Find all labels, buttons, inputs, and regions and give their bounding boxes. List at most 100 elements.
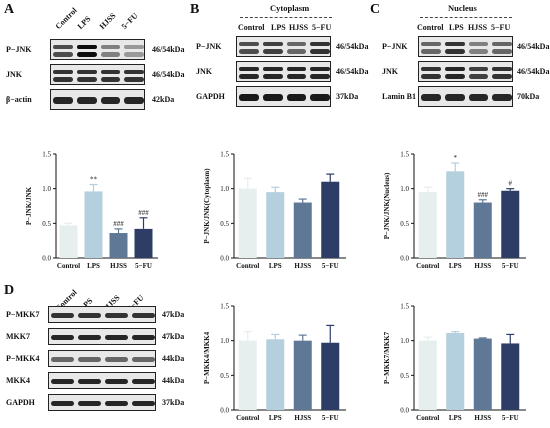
blot-band (262, 74, 283, 79)
blot-band (421, 66, 441, 72)
lane-label-lps-c: LPS (449, 23, 464, 32)
lane-label-control-c: Control (417, 23, 444, 32)
x-tick-label: 5−FU (322, 262, 339, 270)
blot-band (468, 49, 489, 54)
blot-strip (50, 64, 145, 85)
y-tick-label: 1.0 (220, 337, 229, 345)
panel-letter-d: D (4, 283, 15, 298)
blot-band (492, 74, 512, 79)
blot-band (53, 44, 73, 50)
bar-hjss (293, 340, 312, 410)
blot-protein-label: JNK (6, 69, 22, 79)
blot-strip (50, 39, 145, 60)
blot-band (132, 334, 155, 341)
y-tick-label: 0.5 (220, 220, 229, 228)
blot-band (492, 49, 512, 54)
lane-label-control-a: Control (53, 5, 79, 31)
blot-band (105, 312, 128, 319)
blot-strip (48, 394, 156, 411)
blot-band (492, 66, 512, 72)
y-tick-label: 1.0 (42, 185, 51, 193)
blot-band (124, 44, 144, 50)
bar-fu (501, 190, 520, 258)
x-tick-label: Control (416, 262, 439, 270)
blot-kda-label: 44kDa (162, 353, 185, 363)
y-tick-label: 0.5 (400, 220, 409, 228)
x-tick-label: HJSS (110, 262, 127, 270)
blot-band (310, 74, 330, 79)
blot-band (132, 312, 155, 319)
blot-protein-label: P−JNK (6, 44, 32, 54)
blot-band (100, 52, 121, 57)
blot-band (53, 97, 73, 105)
bar-lps (266, 192, 285, 258)
blot-strip (418, 86, 513, 107)
blot-band (310, 66, 330, 72)
bar-lps (84, 191, 103, 258)
bar-hjss (473, 202, 492, 258)
blot-kda-label: 46/54kDa (336, 66, 369, 76)
blot-band (76, 44, 97, 50)
blot-band (100, 69, 121, 75)
bar-lps (446, 171, 465, 258)
blot-band (124, 69, 144, 75)
blot-band (124, 77, 144, 82)
blot-band (76, 77, 97, 82)
blot-band (132, 356, 155, 363)
blot-band (105, 400, 128, 407)
blot-strip (48, 350, 156, 367)
blot-band (132, 400, 155, 407)
bar-lps (446, 333, 465, 410)
bar-control (59, 225, 78, 258)
blot-band (132, 378, 155, 385)
blot-band (492, 94, 512, 102)
blot-strip (418, 61, 513, 82)
blot-band (421, 94, 441, 102)
blot-band (105, 334, 128, 341)
panel-letter-c: C (370, 2, 381, 17)
x-tick-label: 5−FU (502, 262, 519, 270)
x-tick-label: LPS (269, 414, 282, 422)
nucleus-divider (420, 17, 512, 18)
y-tick-label: 0.0 (42, 255, 51, 263)
blot-kda-label: 46/54kDa (517, 66, 550, 76)
y-tick-label: 0.0 (220, 255, 229, 263)
blot-kda-label: 42kDa (152, 94, 175, 104)
blot-band (262, 66, 283, 72)
blot-protein-label: Lamin B1 (382, 91, 417, 101)
x-tick-label: HJSS (294, 262, 311, 270)
blot-protein-label: P−MKK7 (6, 309, 40, 319)
blot-band (421, 49, 441, 54)
blot-strip (48, 372, 156, 389)
cytoplasm-divider (240, 17, 332, 18)
blot-protein-label: GAPDH (6, 397, 35, 407)
blot-strip (48, 306, 156, 323)
blot-strip (236, 86, 331, 107)
blot-band (239, 41, 259, 47)
blot-band (100, 44, 121, 50)
bar-fu (321, 181, 340, 258)
y-axis-label: P−JNK/JNK (25, 186, 33, 225)
x-tick-label: LPS (269, 262, 282, 270)
blot-protein-label: P−JNK (382, 41, 408, 51)
blot-band (444, 41, 465, 47)
y-tick-label: 0.5 (42, 220, 51, 228)
blot-band (239, 49, 259, 54)
y-tick-label: 1.0 (220, 185, 229, 193)
blot-band (239, 66, 259, 72)
y-tick-label: 1.5 (220, 303, 229, 311)
blot-protein-label: JNK (382, 66, 398, 76)
lane-label-lps-b: LPS (271, 23, 286, 32)
blot-protein-label: P−MKK4 (6, 353, 40, 363)
blot-band (78, 378, 101, 385)
blot-band (444, 94, 465, 102)
x-tick-label: 5−FU (135, 262, 152, 270)
x-tick-label: LPS (449, 414, 462, 422)
bar-chart-pmkk4-mkk4: 0.0 0.5 1.0 1.5 P−MKK4/MKK4 Control LPS HJSS 5−F… (203, 303, 346, 422)
blot-band (100, 97, 121, 105)
x-tick-label: LPS (87, 262, 100, 270)
cytoplasm-heading: Cytoplasm (270, 3, 310, 13)
blot-band (444, 74, 465, 79)
blot-band (421, 41, 441, 47)
blot-band (51, 356, 74, 363)
